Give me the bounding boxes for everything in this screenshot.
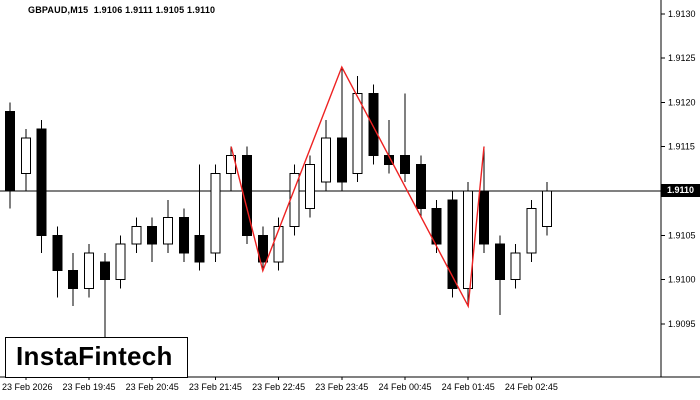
candle-body [210, 172, 221, 254]
candle-body [400, 155, 410, 174]
instafintech-logo-text: InstaFintech [16, 341, 173, 371]
price-axis-label: 1.9120 [668, 97, 696, 107]
price-axis-label: 1.9125 [668, 53, 696, 63]
candle-body [20, 137, 31, 174]
candle-body [431, 208, 442, 245]
candle-body [494, 243, 505, 281]
time-axis-label: 23 Feb 21:45 [189, 382, 242, 392]
time-axis-label: 23 Feb 22:45 [252, 382, 305, 392]
time-axis-label: 24 Feb 02:45 [505, 382, 558, 392]
candle-body [147, 225, 158, 245]
time-axis-label: 24 Feb 00:45 [378, 382, 431, 392]
time-axis-label: 23 Feb 19:45 [62, 382, 115, 392]
candle-body [84, 252, 94, 289]
candle-body [479, 190, 489, 245]
candle-body [273, 225, 284, 263]
candle-body [305, 163, 316, 210]
zigzag-line [230, 65, 485, 309]
candle-body [5, 110, 15, 192]
candle-body [36, 128, 47, 236]
time-axis-label: 23 Feb 23:45 [315, 382, 368, 392]
candle-body [321, 137, 331, 183]
candle-body [68, 270, 79, 289]
candle-body [526, 208, 537, 254]
candle-body [542, 190, 553, 227]
candle-body [510, 252, 521, 281]
candle-body [131, 225, 142, 245]
candle-body [463, 190, 474, 289]
price-axis-label: 1.9130 [668, 9, 696, 19]
candle-body [194, 234, 205, 263]
price-axis-label: 1.9100 [668, 275, 696, 285]
candle-body [352, 93, 363, 174]
candle-body [415, 163, 426, 210]
candle-body [115, 243, 126, 281]
candle-body [257, 234, 268, 263]
symbol-ohlc-header: GBPAUD,M15 1.9106 1.9111 1.9105 1.9110 [28, 5, 216, 15]
price-axis-label: 1.9115 [668, 142, 695, 152]
candle-body [336, 137, 347, 183]
candle-body [368, 93, 379, 157]
time-axis-label: 23 Feb 2026 [2, 382, 53, 392]
candle-body [447, 199, 458, 289]
current-price-tag: 1.9110 [661, 184, 700, 197]
time-axis-label: 23 Feb 20:45 [126, 382, 179, 392]
candle-body [242, 155, 252, 236]
candle-body [163, 217, 173, 245]
candle-body [178, 217, 189, 254]
candle-body [99, 261, 110, 281]
candle-body [52, 234, 63, 272]
price-axis-label: 1.9105 [668, 230, 696, 240]
price-axis-label: 1.9095 [668, 319, 696, 329]
instafintech-logo: InstaFintech [5, 337, 188, 378]
time-axis-label: 24 Feb 01:45 [442, 382, 495, 392]
